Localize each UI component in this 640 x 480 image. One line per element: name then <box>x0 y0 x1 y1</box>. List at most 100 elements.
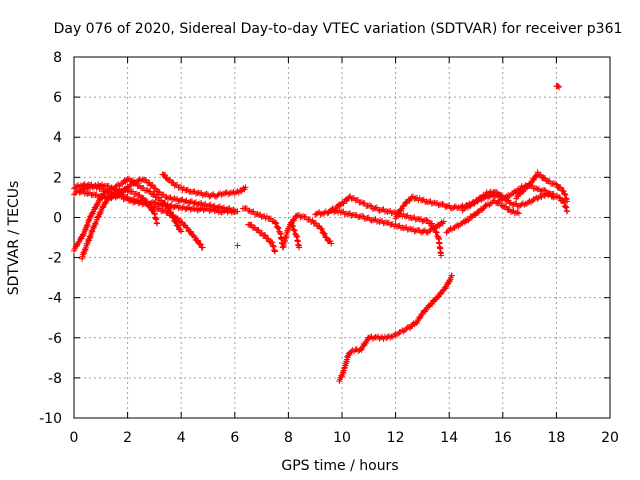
data-point-marker <box>105 182 112 189</box>
y-tick-label: 8 <box>53 50 62 66</box>
x-tick-label: 14 <box>440 430 458 446</box>
data-point-marker <box>223 206 230 213</box>
x-axis-label: GPS time / hours <box>281 458 398 474</box>
data-point-marker <box>206 207 213 214</box>
data-point-marker <box>199 202 206 209</box>
data-point-marker <box>174 215 181 222</box>
data-point-marker <box>486 202 493 209</box>
data-point-marker <box>401 327 408 334</box>
data-point-marker <box>432 228 439 235</box>
data-point-marker <box>87 213 94 220</box>
data-point-marker <box>96 209 103 216</box>
data-point-marker <box>446 277 453 284</box>
data-point-marker <box>326 208 333 215</box>
data-point-marker <box>367 202 374 209</box>
data-point-marker <box>415 226 422 233</box>
data-point-marker <box>426 228 433 235</box>
data-point-marker <box>289 223 296 230</box>
data-point-marker <box>538 194 545 201</box>
data-point-marker <box>451 224 458 231</box>
data-point-marker <box>288 222 295 229</box>
data-point-marker <box>209 191 216 198</box>
data-point-marker <box>546 178 553 185</box>
data-point-marker <box>138 177 144 184</box>
series-track-e <box>76 176 241 215</box>
data-point-marker <box>306 216 313 223</box>
data-point-marker <box>234 242 241 249</box>
series-track-n <box>443 197 522 236</box>
data-point-marker <box>556 194 563 201</box>
x-tick-label: 0 <box>70 430 79 446</box>
data-point-marker <box>129 188 136 195</box>
data-point-marker <box>233 189 240 196</box>
data-point-marker <box>265 235 272 242</box>
data-point-marker <box>77 234 84 241</box>
data-point-marker <box>521 201 528 208</box>
data-point-marker <box>518 201 525 208</box>
data-point-marker <box>92 220 99 227</box>
data-point-marker <box>515 210 522 217</box>
data-point-marker <box>431 224 438 231</box>
series-track-f <box>159 171 249 200</box>
data-point-marker <box>171 203 178 210</box>
data-point-marker <box>191 233 198 240</box>
data-point-marker <box>318 226 325 233</box>
y-tick-label: -8 <box>48 371 62 387</box>
data-point-marker <box>250 208 257 215</box>
data-point-marker <box>523 184 530 191</box>
data-point-marker <box>325 209 332 216</box>
data-point-marker <box>263 213 270 220</box>
data-point-marker <box>207 207 214 214</box>
data-point-marker <box>129 199 136 206</box>
data-point-marker <box>99 185 106 192</box>
data-point-marker <box>533 185 540 192</box>
data-point-marker <box>174 181 181 188</box>
series-track-q <box>494 182 557 206</box>
data-point-marker <box>272 219 279 226</box>
y-tick-label: -4 <box>48 291 62 307</box>
x-tick-label: 16 <box>494 430 512 446</box>
data-point-marker <box>175 223 182 230</box>
data-point-marker <box>448 272 455 279</box>
data-point-marker <box>214 204 221 211</box>
x-tick-label: 10 <box>333 430 351 446</box>
data-point-marker <box>179 219 186 226</box>
data-point-marker <box>113 193 120 200</box>
x-tick-label: 6 <box>230 430 239 446</box>
data-point-marker <box>300 213 307 220</box>
data-point-marker <box>186 199 193 206</box>
x-tick-label: 20 <box>601 430 619 446</box>
data-point-marker <box>541 186 548 193</box>
data-point-marker <box>359 199 366 206</box>
data-point-marker <box>99 204 106 211</box>
y-tick-label: 2 <box>53 170 62 186</box>
data-point-marker <box>564 208 571 215</box>
data-point-marker <box>291 227 298 234</box>
data-point-marker <box>178 228 185 235</box>
data-points <box>71 83 571 385</box>
data-point-marker <box>76 183 83 190</box>
y-tick-label: -2 <box>48 251 62 267</box>
y-tick-label: 4 <box>53 130 62 146</box>
data-point-marker <box>243 205 250 212</box>
data-point-marker <box>135 200 142 207</box>
data-point-marker <box>444 228 451 235</box>
x-tick-label: 4 <box>177 430 186 446</box>
data-point-marker <box>384 334 391 341</box>
data-point-marker <box>359 212 366 219</box>
data-point-marker <box>190 200 197 207</box>
data-point-marker <box>534 195 541 202</box>
data-point-marker <box>218 205 225 212</box>
data-point-marker <box>195 201 202 208</box>
data-point-marker <box>234 208 241 215</box>
data-point-marker <box>229 189 236 196</box>
series-track-o <box>459 188 571 215</box>
data-point-marker <box>486 189 493 196</box>
data-point-marker <box>202 206 209 213</box>
data-point-marker <box>489 190 496 197</box>
data-point-marker <box>156 189 163 196</box>
data-point-marker <box>175 198 182 205</box>
x-tick-label: 18 <box>547 430 565 446</box>
data-point-marker <box>523 200 530 207</box>
data-point-marker <box>328 240 335 247</box>
